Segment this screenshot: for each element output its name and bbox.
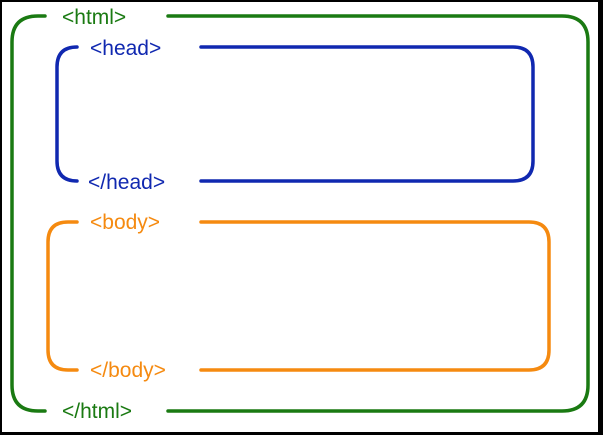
html-block: <html> </html> [10, 6, 590, 423]
diagram-background [2, 2, 598, 432]
html-open-tag: <html> [62, 6, 126, 29]
body-open-tag: <body> [90, 211, 160, 234]
body-block: <body> </body> [46, 211, 551, 382]
html-close-tag: </html> [62, 400, 132, 423]
body-close-tag: </body> [90, 359, 166, 382]
head-block: <head> </head> [55, 37, 535, 194]
body-block-outline [46, 220, 551, 372]
html-block-outline [10, 14, 590, 413]
head-close-tag: </head> [88, 171, 165, 194]
head-block-outline [55, 45, 535, 183]
head-open-tag: <head> [90, 37, 161, 60]
